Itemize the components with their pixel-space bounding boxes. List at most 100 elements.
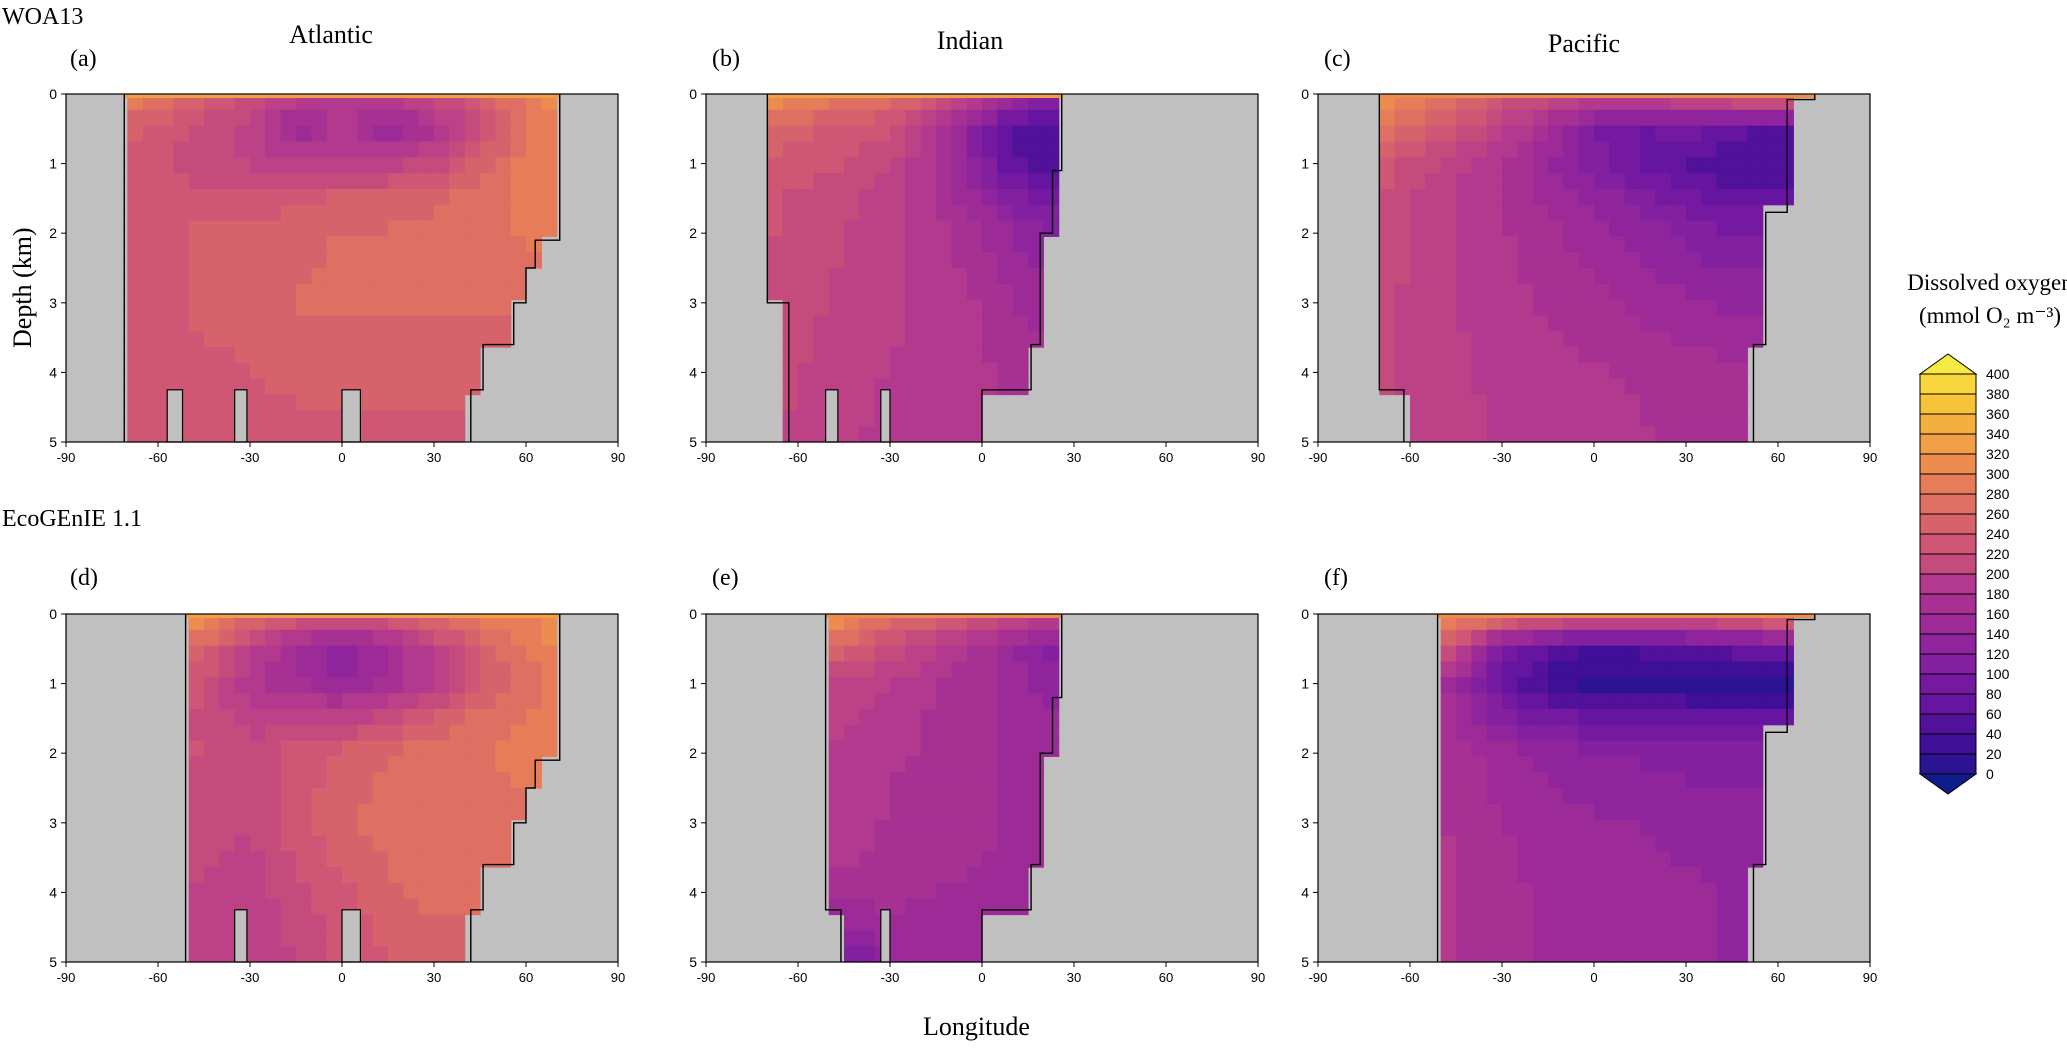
o2-cell: [1548, 299, 1564, 317]
o2-cell: [1655, 173, 1672, 190]
o2-cell: [1012, 756, 1029, 773]
o2-cell: [951, 740, 968, 757]
o2-cell: [342, 882, 358, 900]
o2-cell: [1379, 331, 1396, 348]
o2-cell: [920, 283, 937, 301]
o2-cell: [372, 394, 389, 411]
o2-cell: [966, 109, 983, 127]
colorbar-min-arrow: [1918, 773, 1978, 795]
o2-cell: [219, 914, 236, 931]
o2-cell: [966, 708, 983, 726]
o2-cell: [1012, 835, 1029, 852]
o2-cell: [782, 204, 799, 222]
o2-cell: [204, 629, 220, 647]
o2-cell: [1655, 724, 1672, 742]
o2-cell: [1028, 708, 1044, 726]
o2-cell: [388, 629, 404, 647]
o2-cell: [1655, 708, 1672, 726]
o2-cell: [890, 930, 906, 947]
o2-cell: [188, 835, 205, 852]
o2-cell: [234, 236, 251, 253]
o2-cell: [1655, 614, 1672, 631]
o2-cell: [1686, 315, 1702, 332]
o2-cell: [188, 772, 205, 789]
o2-cell: [982, 803, 998, 821]
o2-cell: [1517, 362, 1534, 380]
o2-cell: [1028, 299, 1044, 317]
o2-cell: [1012, 220, 1029, 237]
o2-cell: [1548, 629, 1564, 647]
o2-cell: [449, 693, 466, 710]
o2-cell: [464, 315, 481, 332]
o2-cell: [1640, 394, 1656, 411]
o2-cell: [1594, 835, 1610, 852]
o2-cell: [1486, 772, 1503, 789]
o2-cell: [890, 268, 906, 285]
o2-cell: [1471, 882, 1488, 900]
o2-cell: [1701, 173, 1718, 190]
o2-cell: [997, 724, 1014, 742]
o2-cell: [874, 236, 891, 253]
o2-cell: [1517, 661, 1534, 678]
o2-cell: [1502, 141, 1518, 158]
o2-cell: [1410, 173, 1426, 190]
o2-cell: [1517, 882, 1534, 900]
o2-cell: [296, 756, 312, 773]
o2-cell: [418, 188, 435, 206]
o2-cell: [1732, 788, 1748, 805]
o2-cell: [449, 851, 466, 868]
o2-cell: [1609, 677, 1626, 694]
o2-cell: [1532, 141, 1549, 158]
o2-cell: [434, 331, 450, 348]
o2-cell: [1686, 693, 1702, 710]
o2-cell: [403, 803, 420, 821]
o2-cell: [966, 94, 983, 111]
o2-cell: [127, 236, 144, 253]
o2-cell: [767, 204, 784, 222]
o2-cell: [1548, 756, 1564, 773]
o2-cell: [1012, 693, 1029, 710]
o2-cell: [1532, 220, 1549, 237]
o2-cell: [219, 204, 236, 222]
o2-cell: [434, 220, 450, 237]
o2-cell: [966, 188, 983, 206]
o2-cell: [1012, 252, 1029, 269]
o2-cell: [280, 835, 297, 852]
o2-cell: [905, 724, 922, 742]
o2-cell: [997, 299, 1014, 317]
o2-cell: [1640, 94, 1656, 111]
o2-cell: [1440, 708, 1457, 726]
o2-cell: [219, 851, 236, 868]
o2-cell: [890, 693, 906, 710]
o2-cell: [1686, 109, 1702, 127]
o2-cell: [418, 125, 435, 143]
y-tick-label: 1: [1301, 156, 1309, 172]
o2-cell: [1471, 410, 1488, 427]
colorbar-segment: [1920, 694, 1976, 715]
o2-cell: [1486, 188, 1503, 206]
o2-cell: [1578, 898, 1595, 916]
o2-cell: [250, 426, 266, 443]
o2-cell: [372, 268, 389, 285]
o2-cell: [1012, 898, 1029, 916]
o2-cell: [158, 157, 174, 174]
o2-cell: [1686, 708, 1702, 726]
o2-cell: [874, 283, 891, 301]
o2-cell: [890, 788, 906, 805]
y-tick-label: 2: [49, 225, 57, 241]
o2-cell: [1486, 331, 1503, 348]
o2-cell: [1410, 94, 1426, 111]
o2-cell: [357, 661, 374, 678]
o2-cell: [1502, 204, 1518, 222]
o2-cell: [1548, 173, 1564, 190]
o2-cell: [1486, 930, 1503, 947]
o2-cell: [767, 94, 784, 111]
o2-cell: [1486, 946, 1503, 963]
o2-cell: [1410, 125, 1426, 143]
o2-cell: [219, 109, 236, 127]
o2-cell: [1578, 740, 1595, 757]
o2-cell: [1747, 677, 1764, 694]
o2-cell: [296, 614, 312, 631]
o2-cell: [813, 94, 830, 111]
o2-cell: [434, 188, 450, 206]
